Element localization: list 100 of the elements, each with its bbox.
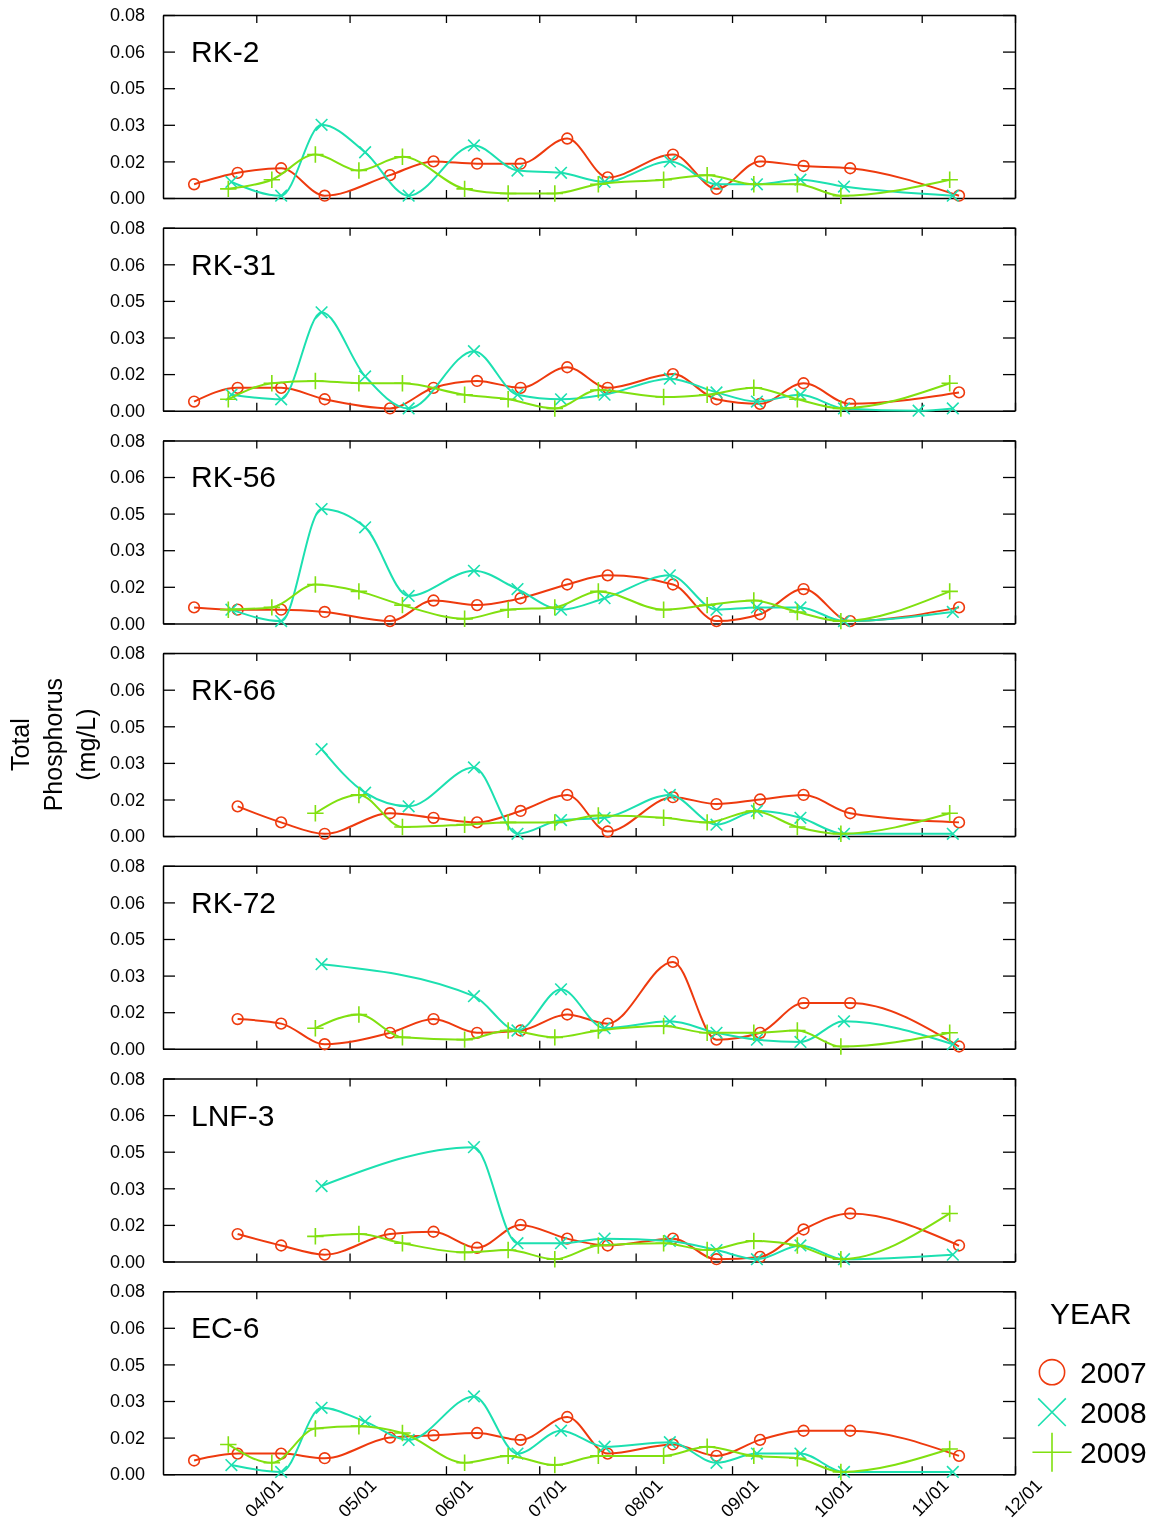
y-tick-label: 0.06 <box>109 1318 145 1339</box>
point <box>470 1426 484 1440</box>
point <box>427 381 440 394</box>
point <box>788 175 807 194</box>
y-axis-title: Total Phosphorus (mg/L) <box>6 677 100 812</box>
point <box>349 785 368 804</box>
y-tick-label: 0.02 <box>109 364 145 385</box>
text: RK-2 <box>191 35 260 68</box>
point <box>666 578 680 591</box>
point <box>499 184 518 203</box>
y-tick-label: 0.06 <box>109 467 145 488</box>
point <box>314 1179 329 1193</box>
y-tick-label: 0.02 <box>109 1427 145 1448</box>
point <box>561 1008 574 1021</box>
y-tick-label: 0.05 <box>109 503 145 524</box>
point <box>952 601 966 614</box>
y-tick-label: 0.00 <box>109 1251 145 1272</box>
point <box>554 813 568 827</box>
text: LNF-3 <box>191 1098 275 1132</box>
point <box>709 385 724 400</box>
point <box>709 177 724 191</box>
point <box>561 578 574 591</box>
point <box>393 374 412 393</box>
point <box>601 1447 614 1460</box>
point <box>831 399 850 418</box>
point <box>455 815 474 834</box>
y-tick-label: 0.06 <box>109 41 145 62</box>
point <box>510 582 525 596</box>
point <box>383 1227 397 1241</box>
point <box>510 163 525 178</box>
point <box>358 369 372 383</box>
y-tick-label: 0.02 <box>109 151 145 172</box>
point <box>318 393 331 406</box>
point <box>224 603 239 617</box>
y-tick-label: 0.05 <box>109 1141 145 1162</box>
point <box>231 1012 244 1026</box>
point <box>470 374 484 388</box>
point <box>393 147 412 166</box>
point <box>554 982 568 996</box>
point <box>275 603 288 616</box>
point <box>231 800 244 813</box>
y-tick-label: 0.00 <box>109 188 145 209</box>
point <box>589 582 608 601</box>
point <box>844 807 857 820</box>
point <box>231 603 244 616</box>
point <box>561 132 574 145</box>
point <box>589 1236 608 1255</box>
y-tick-label: 0.00 <box>109 400 145 421</box>
point <box>306 1227 325 1246</box>
point <box>499 390 518 409</box>
y-tick-label: 0.06 <box>109 254 145 275</box>
point <box>589 806 608 825</box>
y-tick-label: 0.03 <box>109 753 145 774</box>
point <box>654 1234 673 1253</box>
point <box>427 155 440 168</box>
point <box>187 1454 201 1467</box>
point <box>318 827 331 840</box>
point <box>224 388 239 402</box>
point <box>275 1239 288 1252</box>
point <box>750 804 764 818</box>
point <box>231 381 244 394</box>
point <box>940 582 959 601</box>
point <box>750 1447 764 1461</box>
y-tick-label: 0.00 <box>109 613 145 634</box>
point <box>797 377 810 390</box>
point <box>187 601 201 614</box>
point <box>514 804 527 818</box>
point <box>402 1433 416 1447</box>
y-tick-label: 0.06 <box>109 679 145 700</box>
y-tick-label: 0.08 <box>109 1281 145 1302</box>
point <box>844 1207 857 1220</box>
point <box>358 786 372 800</box>
point <box>314 502 329 516</box>
point <box>455 179 474 198</box>
point <box>455 1030 474 1049</box>
point <box>601 1239 614 1252</box>
point <box>940 374 959 393</box>
point <box>654 808 673 827</box>
point <box>427 1012 440 1026</box>
y-tick-label: 0.06 <box>109 1105 145 1126</box>
point <box>467 760 481 775</box>
point <box>318 189 331 202</box>
y-tick-label: 0.05 <box>109 716 145 737</box>
point <box>275 381 288 394</box>
point <box>952 816 966 829</box>
point <box>797 582 810 596</box>
point <box>597 175 612 189</box>
y-tick-label: 0.02 <box>109 1002 145 1023</box>
point <box>318 605 331 619</box>
point <box>952 1040 966 1053</box>
y-tick-label: 0.05 <box>109 929 145 950</box>
point <box>262 170 281 189</box>
y-tick-label: 0.00 <box>109 826 145 847</box>
legend-label: 2009 <box>1080 1436 1147 1470</box>
point <box>275 816 288 829</box>
point <box>545 813 564 832</box>
point <box>349 1005 368 1024</box>
point <box>753 1433 767 1447</box>
point <box>358 145 372 159</box>
point <box>499 600 518 619</box>
